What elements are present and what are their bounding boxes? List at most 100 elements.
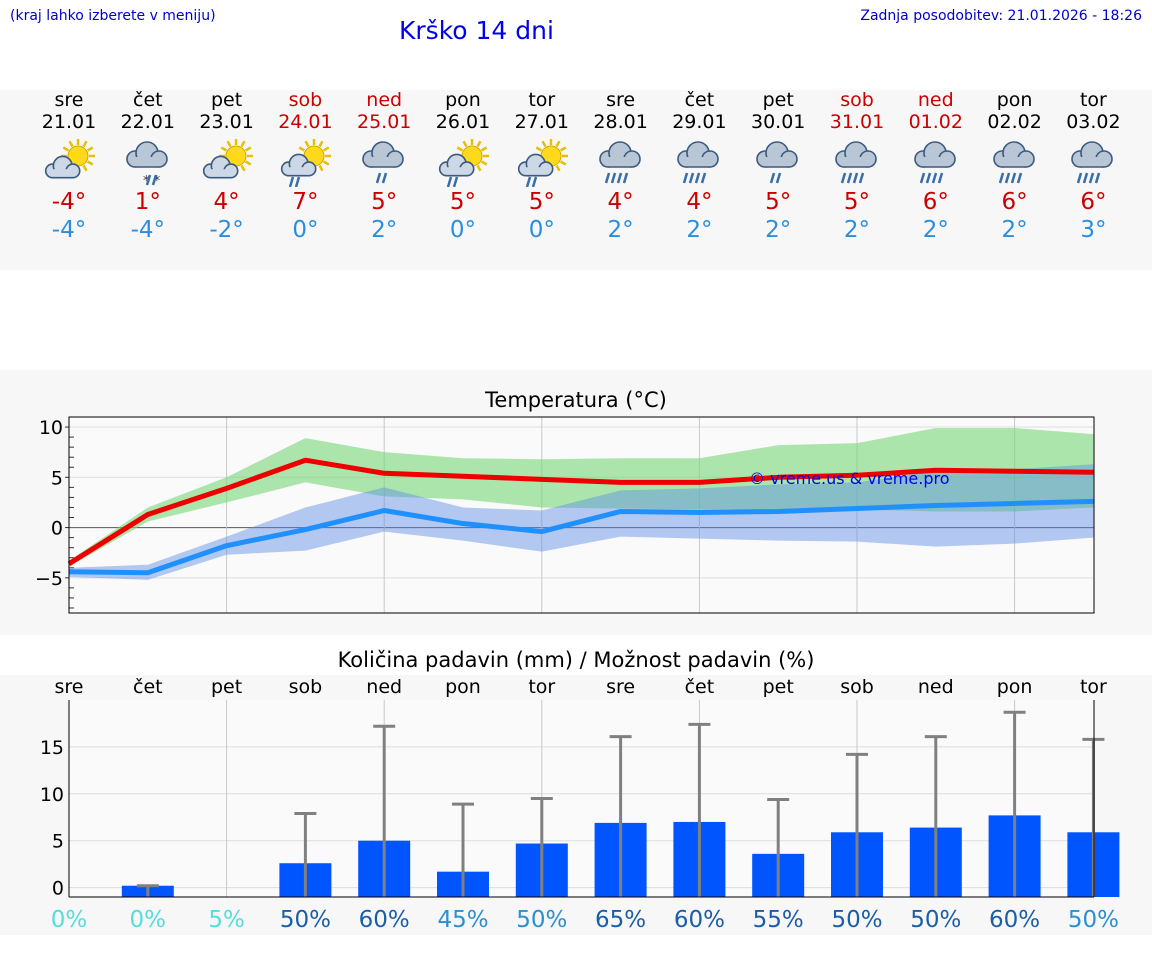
cloud-shape <box>677 141 720 168</box>
precip-chance-label: 60% <box>674 907 725 933</box>
day-date: 02.02 <box>987 111 1042 133</box>
rain-drop <box>1016 172 1022 184</box>
cloud-shape <box>44 155 81 179</box>
precip-chance-label: 50% <box>910 907 961 933</box>
sun-cloud-icon <box>44 139 95 179</box>
rain-drop <box>931 172 937 184</box>
precip-chance-label: 60% <box>359 907 410 933</box>
temp-max: 5° <box>765 189 792 215</box>
rain-drop <box>1089 172 1095 184</box>
precip-chance-label: 55% <box>753 907 804 933</box>
precip-chance-label: 45% <box>437 907 488 933</box>
y-tick-label: 5 <box>51 467 63 489</box>
x-category-label: čet <box>685 676 715 698</box>
day-name: tor <box>528 89 556 111</box>
sun-cloud-icon <box>202 139 253 179</box>
cloud-rain-icon <box>913 141 956 184</box>
rain-drop <box>622 172 628 184</box>
cloud-shape <box>438 153 475 177</box>
temp-max: 6° <box>1080 189 1107 215</box>
rain-drop <box>525 176 531 187</box>
day-name: pet <box>210 89 243 111</box>
temp-min: 0° <box>449 217 477 243</box>
cloud-shape <box>362 141 404 168</box>
temperature-chart-title: Temperatura (°C) <box>485 388 667 412</box>
cloud-light-rain-icon <box>756 141 798 184</box>
temp-min: 0° <box>528 217 555 243</box>
temperature-chart: 10 5 0 −5 © vreme.us & vreme.pro <box>35 416 1095 614</box>
day-date: 21.01 <box>41 111 97 133</box>
temp-min: 0° <box>292 217 319 243</box>
rain-drop <box>683 172 689 184</box>
rain-drop <box>151 174 157 186</box>
temp-max: 6° <box>1001 189 1028 215</box>
rain-drop <box>1004 172 1010 184</box>
page-title: Krško 14 dni <box>399 16 554 45</box>
series-line-max <box>67 457 1094 566</box>
rain-drop <box>769 172 776 184</box>
last-update: Zadnja posodobitev: 21.01.2026 - 18:26 <box>860 8 1142 24</box>
day-name: ned <box>917 89 954 111</box>
precip-chance-label: 0% <box>130 907 167 933</box>
rain-drop <box>610 172 616 184</box>
day-date: 29.01 <box>672 111 727 133</box>
series-line-min <box>68 498 1094 576</box>
temp-max: 5° <box>449 189 477 215</box>
x-category-label: sob <box>840 676 874 698</box>
temp-min: 2° <box>922 217 949 243</box>
cloud-rain-icon <box>835 141 877 184</box>
cloud-rain-icon <box>1071 141 1114 184</box>
day-name: tor <box>1079 89 1107 111</box>
y-tick-label: 15 <box>40 737 64 759</box>
rain-drop <box>689 172 695 184</box>
day-date: 25.01 <box>356 111 412 133</box>
day-date: 03.02 <box>1066 111 1121 133</box>
rain-drop <box>381 172 388 184</box>
precip-chance-label: 0% <box>51 907 88 933</box>
plot-frame <box>68 416 1095 614</box>
temp-max: 7° <box>292 189 319 215</box>
rain-drop <box>925 172 931 184</box>
temp-min: 2° <box>607 217 634 243</box>
x-category-label: pon <box>445 676 481 698</box>
day-name: ned <box>366 89 403 111</box>
day-name: pet <box>762 89 794 111</box>
cloud-shape <box>1071 141 1114 168</box>
precip-chance-label: 60% <box>989 907 1040 933</box>
cloud-shape <box>992 141 1035 168</box>
rain-drop <box>858 172 865 184</box>
forecast-band <box>0 90 1152 270</box>
cloud-shape <box>125 141 168 168</box>
day-name: čet <box>684 89 715 111</box>
temp-min: -4° <box>130 217 166 243</box>
y-tick-label: −5 <box>35 568 63 590</box>
temp-max: -4° <box>51 189 87 215</box>
temp-min: -2° <box>209 217 244 243</box>
cloud-shape <box>913 141 956 168</box>
rain-drop <box>1010 172 1016 184</box>
x-category-label: sre <box>606 676 635 698</box>
rain-drop <box>1095 172 1101 184</box>
x-category-label: pon <box>997 676 1033 698</box>
day-name: sob <box>840 89 874 111</box>
precip-chance-label: 65% <box>595 907 646 933</box>
rain-drop <box>852 172 859 184</box>
day-date: 31.01 <box>829 111 885 133</box>
rain-drop <box>998 172 1004 184</box>
rain-drop <box>1077 172 1083 184</box>
temp-max: 5° <box>843 189 871 215</box>
precip-chance-label: 50% <box>516 907 567 933</box>
day-date: 27.01 <box>514 111 569 133</box>
day-date: 26.01 <box>435 111 491 133</box>
day-name: čet <box>133 89 163 111</box>
cloud-shape <box>281 153 317 177</box>
rain-drop <box>846 172 853 184</box>
temp-max: 5° <box>371 189 398 215</box>
temp-min: 2° <box>371 217 398 243</box>
temp-min: 2° <box>765 217 792 243</box>
cloud-shape <box>517 153 554 177</box>
temp-max: 4° <box>213 189 240 215</box>
day-date: 01.02 <box>908 111 963 133</box>
y-tick-label: 10 <box>40 784 64 806</box>
precip-chance-label: 50% <box>831 907 882 933</box>
